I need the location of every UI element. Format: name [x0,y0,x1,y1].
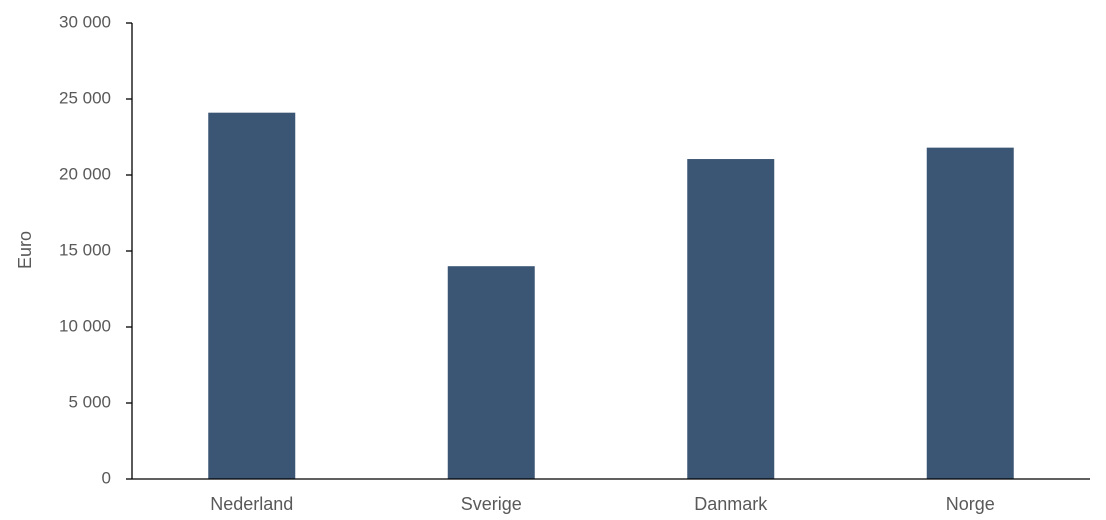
y-tick-label: 10 000 [59,316,111,335]
bar-danmark [687,159,775,480]
x-tick-label: Danmark [694,494,768,514]
y-tick-label: 5 000 [68,392,111,411]
bar-norge [926,147,1014,479]
bar-sverige [447,266,535,479]
y-tick-label: 30 000 [59,12,111,31]
y-axis-title: Euro [15,231,35,269]
bar-nederland [208,112,296,480]
y-axis-ticks: 0 5 000 10 000 15 000 20 000 25 000 30 000 [59,12,132,487]
x-tick-label: Nederland [210,494,293,514]
x-tick-label: Norge [946,494,995,514]
y-tick-label: 20 000 [59,164,111,183]
y-tick-label: 25 000 [59,88,111,107]
y-tick-label: 0 [102,468,111,487]
y-tick-label: 15 000 [59,240,111,259]
bars [208,112,1014,480]
x-tick-label: Sverige [461,494,522,514]
x-axis-labels: Nederland Sverige Danmark Norge [210,494,995,514]
